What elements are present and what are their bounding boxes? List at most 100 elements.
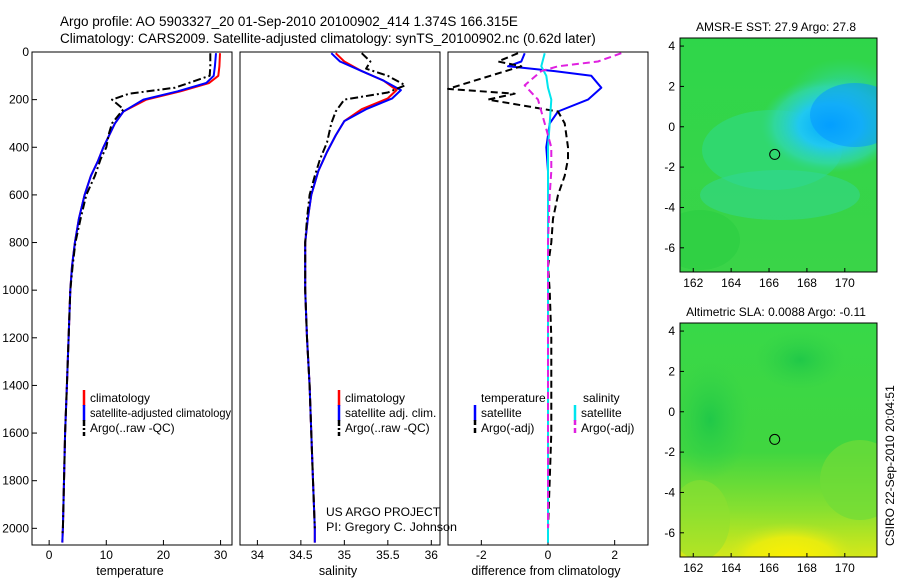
legend-climatology: climatology bbox=[90, 391, 150, 405]
y-tick-label: -2 bbox=[664, 445, 675, 459]
sla-map-frame bbox=[679, 322, 878, 558]
x-tick-label: 170 bbox=[835, 561, 855, 575]
difference-profile-lines bbox=[447, 52, 622, 543]
x-tick-label: 35 bbox=[338, 548, 352, 562]
legend-temperature-title: temperature bbox=[481, 391, 546, 405]
legend-argo: Argo(..raw -QC) bbox=[345, 421, 430, 435]
x-tick-label: 30 bbox=[214, 548, 228, 562]
y-tick-label: 0 bbox=[22, 45, 29, 59]
x-tick-label: 162 bbox=[683, 561, 703, 575]
y-tick-label: 800 bbox=[9, 236, 29, 250]
difference-legend: temperature salinity satellite Argo(-adj… bbox=[473, 391, 634, 436]
temperature-legend: climatology satellite-adjusted climatolo… bbox=[82, 390, 231, 436]
sla-field bbox=[680, 323, 877, 557]
salinity-ticks: 34 34.5 35 35.5 36 bbox=[251, 540, 439, 562]
x-tick-label: 36 bbox=[425, 548, 439, 562]
y-tick-label: 2000 bbox=[2, 521, 29, 535]
x-tick-label: 10 bbox=[100, 548, 114, 562]
x-tick-label: 162 bbox=[683, 276, 703, 290]
y-tick-label: 2 bbox=[668, 79, 675, 93]
x-tick-label: 168 bbox=[797, 276, 817, 290]
y-tick-label: -4 bbox=[664, 200, 675, 214]
legend-temp-satellite: satellite bbox=[481, 406, 522, 420]
y-tick-label: -4 bbox=[664, 485, 675, 499]
profile-line-satellite-adjusted-climatology bbox=[61, 53, 217, 543]
x-tick-label: 35.5 bbox=[376, 548, 400, 562]
salinity-profile-lines bbox=[304, 52, 407, 543]
salinity-panel: 34 34.5 35 35.5 36 salinity climatology sate… bbox=[239, 51, 457, 578]
y-tick-label: -2 bbox=[664, 160, 675, 174]
x-tick-label: 34.5 bbox=[289, 548, 313, 562]
sst-field bbox=[680, 38, 877, 272]
x-tick-label: 34 bbox=[251, 548, 265, 562]
profile-line-climatology bbox=[304, 52, 398, 543]
x-tick-label: -2 bbox=[476, 548, 487, 562]
difference-axis-label: difference from climatology bbox=[471, 564, 621, 578]
legend-salinity-title: salinity bbox=[583, 391, 620, 405]
argo-position-marker bbox=[769, 433, 781, 445]
profile-line-satellite-adj-clim bbox=[304, 52, 402, 543]
sst-map-ticks: 162 164 166 168 170 4 2 0 -2 -4 -6 bbox=[664, 39, 855, 290]
profile-line-climatology bbox=[61, 53, 221, 543]
y-tick-label: 0 bbox=[668, 405, 675, 419]
y-tick-label: 2 bbox=[668, 364, 675, 378]
sla-map-title: Altimetric SLA: 0.0088 Argo: -0.11 bbox=[686, 305, 866, 319]
header-line-2: Climatology: CARS2009. Satellite-adjuste… bbox=[60, 31, 596, 46]
sst-map-panel: AMSR-E SST: 27.9 Argo: 27.8 162 164 166 168… bbox=[664, 20, 878, 290]
legend-sal-argo: Argo(-adj) bbox=[581, 421, 634, 435]
x-tick-label: 0 bbox=[46, 548, 53, 562]
x-tick-label: 166 bbox=[759, 561, 779, 575]
y-tick-label: 400 bbox=[9, 140, 29, 154]
x-tick-label: 168 bbox=[797, 561, 817, 575]
y-tick-label: 1200 bbox=[2, 331, 29, 345]
legend-sal-satellite: satellite bbox=[581, 406, 622, 420]
profile-line-argo-raw-qc bbox=[61, 53, 212, 536]
project-note-line-1: US ARGO PROJECT bbox=[326, 505, 441, 519]
salinity-axis-label: salinity bbox=[319, 564, 358, 578]
profile-line-argo-adj bbox=[447, 52, 569, 529]
sla-map-ticks: 162 164 166 168 170 4 2 0 -2 -4 -6 bbox=[664, 324, 855, 575]
y-tick-label: -6 bbox=[664, 241, 675, 255]
profile-line-argo-adj bbox=[523, 52, 622, 529]
y-tick-label: 4 bbox=[668, 324, 675, 338]
x-tick-label: 2 bbox=[611, 548, 618, 562]
legend-climatology: climatology bbox=[345, 391, 405, 405]
sst-map-frame bbox=[679, 37, 878, 273]
sst-map-title: AMSR-E SST: 27.9 Argo: 27.8 bbox=[696, 20, 856, 34]
y-tick-label: -6 bbox=[664, 526, 675, 540]
legend-satellite-adjusted: satellite-adjusted climatology bbox=[90, 406, 231, 420]
profile-line-argo-raw-qc bbox=[304, 52, 407, 529]
temperature-panel: 0 10 20 30 0 200 400 600 800 1000 1200 1400 1600 1800… bbox=[2, 45, 233, 578]
y-tick-label: 1400 bbox=[2, 378, 29, 392]
y-tick-label: 1800 bbox=[2, 474, 29, 488]
temperature-ticks: 0 10 20 30 0 200 400 600 800 1000 1200 1400 1600 1800… bbox=[2, 45, 227, 562]
project-note-line-2: PI: Gregory C. Johnson bbox=[326, 520, 457, 534]
temperature-axes-frame bbox=[31, 51, 233, 546]
difference-ticks: -2 0 2 bbox=[476, 540, 618, 562]
y-tick-label: 0 bbox=[668, 120, 675, 134]
y-tick-label: 4 bbox=[668, 39, 675, 53]
sla-map-panel: Altimetric SLA: 0.0088 Argo: -0.11 162 16… bbox=[664, 305, 878, 575]
y-tick-label: 1000 bbox=[2, 283, 29, 297]
side-timestamp-label: CSIRO 22-Sep-2010 20:04:51 bbox=[883, 385, 897, 546]
salinity-axes-frame bbox=[239, 51, 441, 546]
y-tick-label: 1600 bbox=[2, 426, 29, 440]
x-tick-label: 0 bbox=[545, 548, 552, 562]
y-tick-label: 200 bbox=[9, 93, 29, 107]
x-tick-label: 166 bbox=[759, 276, 779, 290]
y-tick-label: 600 bbox=[9, 188, 29, 202]
difference-panel: -2 0 2 difference from climatology tempera… bbox=[447, 51, 649, 578]
profile-line-satellite bbox=[507, 52, 603, 543]
x-tick-label: 20 bbox=[157, 548, 171, 562]
salinity-legend: climatology satellite adj. clim. Argo(..… bbox=[337, 390, 436, 436]
argo-position-marker bbox=[769, 148, 781, 160]
x-tick-label: 164 bbox=[721, 561, 741, 575]
temperature-axis-label: temperature bbox=[96, 564, 163, 578]
legend-argo: Argo(..raw -QC) bbox=[90, 421, 175, 435]
legend-temp-argo: Argo(-adj) bbox=[481, 421, 534, 435]
legend-satellite-adj-clim: satellite adj. clim. bbox=[345, 406, 436, 420]
x-tick-label: 170 bbox=[835, 276, 855, 290]
x-tick-label: 164 bbox=[721, 276, 741, 290]
temperature-profile-lines bbox=[61, 53, 221, 543]
